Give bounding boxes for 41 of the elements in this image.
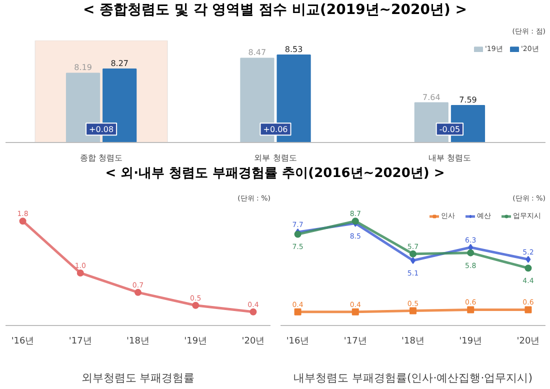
data-label: 8.27 bbox=[110, 58, 129, 68]
data-label: 8.47 bbox=[248, 48, 266, 58]
annotation: -0.05 bbox=[439, 125, 460, 134]
x-tick-label: '20년 bbox=[242, 336, 265, 346]
x-tick-label: '20년 bbox=[516, 336, 540, 346]
x-tick-label: '19년 bbox=[184, 336, 208, 346]
x-tick-label: 외부 청렴도 bbox=[254, 154, 297, 162]
point bbox=[467, 306, 474, 314]
x-tick-label: '16년 bbox=[286, 336, 310, 346]
point bbox=[19, 218, 26, 225]
data-label: 8.19 bbox=[74, 63, 92, 72]
x-tick-label: '16년 bbox=[11, 336, 34, 346]
point bbox=[468, 244, 474, 251]
point bbox=[467, 249, 474, 256]
annotation: +0.08 bbox=[89, 125, 114, 134]
x-tick-label: 내부 청렴도 bbox=[428, 154, 471, 162]
x-tick-label: '17년 bbox=[68, 336, 92, 346]
point bbox=[410, 250, 416, 258]
data-label: 7.59 bbox=[459, 95, 477, 104]
data-label: 7.64 bbox=[422, 92, 440, 102]
x-tick-label: '19년 bbox=[459, 336, 482, 346]
chart-title: < 종합청렴도 및 각 영역별 점수 비교(2019년~2020년) > bbox=[82, 1, 468, 20]
x-tick-label: '18년 bbox=[402, 336, 424, 346]
point bbox=[352, 308, 359, 316]
point bbox=[524, 264, 532, 272]
point bbox=[526, 256, 531, 263]
point bbox=[250, 308, 257, 316]
data-label: 8.53 bbox=[284, 44, 303, 54]
x-tick-label: '18년 bbox=[126, 336, 150, 346]
point bbox=[294, 308, 302, 316]
chart-title: < 외·내부 청렴도 부패경험률 추이(2016년~2020년) > bbox=[105, 165, 445, 183]
x-tick-label: '17년 bbox=[344, 336, 367, 346]
annotation: +0.06 bbox=[263, 125, 288, 134]
x-tick-label: 종합 청렴도 bbox=[80, 154, 123, 162]
point bbox=[524, 306, 532, 314]
point bbox=[410, 307, 416, 314]
point bbox=[192, 302, 200, 309]
x-axis-title: 내부청렴도 부패경험률(인사·예산집행·업무지시) bbox=[293, 372, 533, 384]
point bbox=[76, 269, 84, 276]
point bbox=[134, 288, 142, 296]
x-axis-title: 외부청렴도 부패경험률 bbox=[81, 372, 195, 384]
